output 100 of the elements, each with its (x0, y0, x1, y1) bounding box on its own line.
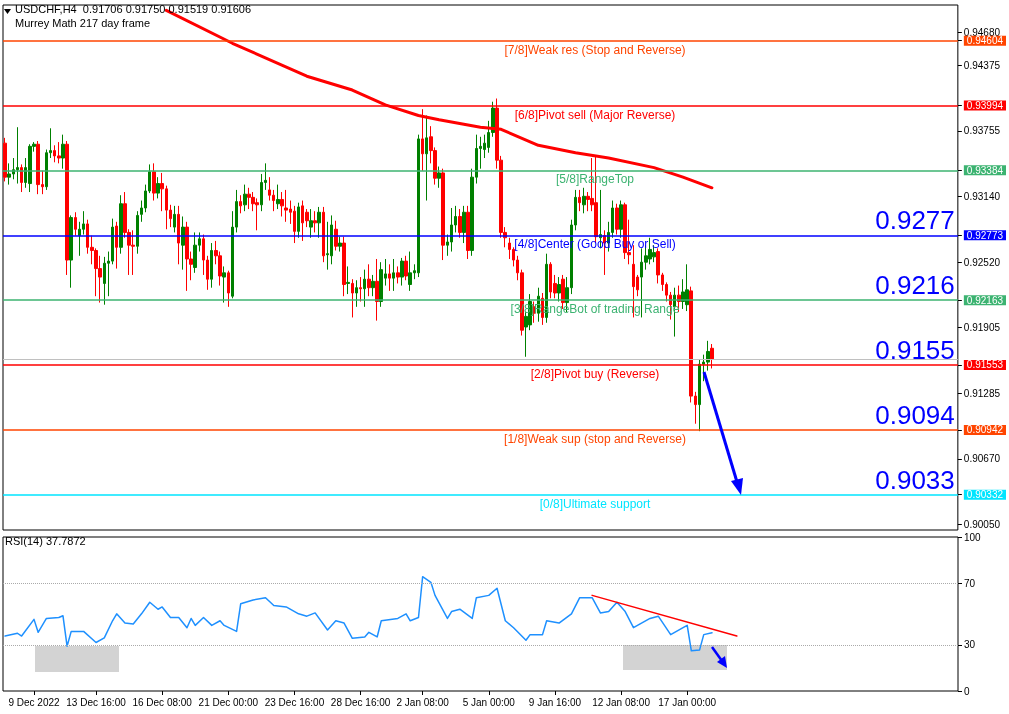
y-tick-label: 0.93384 (966, 164, 1004, 176)
candlestick (3, 137, 7, 182)
candlestick (243, 184, 247, 212)
y-tick-label: 0.93755 (963, 125, 1001, 137)
candlestick (375, 258, 379, 322)
annotation: 0.9094 (875, 399, 955, 430)
candlestick (222, 265, 226, 304)
ref-line-label: [0/8]Ultimate support (539, 496, 652, 511)
x-tick-label: 21 Dec 00:00 (198, 696, 259, 708)
annotation: 0.9155 (875, 334, 955, 365)
candlestick (619, 200, 623, 239)
candlestick (309, 208, 313, 239)
y-tick-label: 0.94604 (966, 35, 1004, 47)
y-tick-label: 0.92773 (966, 229, 1004, 241)
candlestick (239, 194, 242, 214)
candlestick (615, 203, 619, 236)
y-tick-label: 0 (964, 685, 970, 697)
x-tick-label: 16 Dec 08:00 (132, 696, 193, 708)
x-tick-label: 2 Jan 08:00 (396, 696, 450, 708)
candlestick (28, 143, 32, 193)
candlestick (466, 205, 470, 260)
candlestick (193, 231, 197, 274)
candlestick (156, 176, 160, 199)
candlestick (351, 278, 354, 318)
x-tick-label: 13 Dec 16:00 (66, 696, 127, 708)
y-tick-label: 0.90942 (966, 424, 1004, 436)
candlestick (379, 261, 383, 308)
candlestick (317, 206, 321, 239)
candlestick (685, 263, 689, 312)
candlestick (131, 229, 135, 276)
candlestick (437, 166, 441, 189)
candlestick (247, 187, 251, 210)
annotation: 0.9033 (875, 464, 955, 495)
y-tick-label: 0.92520 (963, 256, 1001, 268)
candlestick (65, 140, 69, 276)
x-tick-label: 28 Dec 16:00 (330, 696, 391, 708)
candlestick (57, 141, 61, 164)
y-tick-label: 30 (964, 639, 976, 651)
candlestick (342, 236, 346, 297)
candlestick (227, 270, 230, 308)
candlestick (392, 258, 395, 292)
candlestick (408, 251, 412, 292)
candlestick (557, 276, 561, 303)
candlestick (421, 108, 424, 172)
text: Murrey Math 217 day frame (15, 16, 151, 29)
candlestick (462, 205, 466, 244)
candlestick (313, 210, 317, 233)
chart-title: RSI(14) 37.7872 (5, 534, 86, 547)
candlestick (367, 263, 371, 297)
annotation: 0.9216 (875, 270, 955, 301)
ref-line-label: [1/8]Weak sup (stop and Reverse) (504, 431, 686, 446)
candlestick (404, 255, 408, 281)
candlestick (173, 205, 176, 233)
ref-line-label: [2/8]Pivot buy (Reverse) (530, 366, 660, 381)
candlestick (20, 163, 23, 193)
candlestick (359, 276, 362, 303)
candlestick (115, 221, 118, 270)
candlestick (181, 215, 185, 271)
candlestick (441, 168, 445, 261)
y-tick-label: 0.90332 (966, 489, 1004, 501)
candlestick (61, 134, 65, 170)
y-tick-label: 0.93994 (966, 100, 1004, 112)
candlestick (578, 189, 581, 212)
x-tick-label: 17 Jan 00:00 (658, 696, 717, 708)
ref-line-label: [7/8]Weak res (Stop and Reverse) (504, 42, 686, 57)
y-tick-label: 0.90050 (963, 519, 1001, 531)
y-tick-label: 100 (964, 531, 982, 543)
candlestick (346, 265, 350, 295)
candlestick (74, 211, 77, 237)
candlestick (582, 187, 586, 214)
candlestick (450, 207, 453, 253)
candlestick (355, 279, 358, 308)
candlestick (119, 194, 123, 255)
candlestick (322, 206, 325, 263)
candlestick (7, 162, 11, 186)
y-tick-label: 70 (964, 577, 976, 589)
line-series (4, 575, 713, 652)
candlestick (297, 202, 300, 239)
candlestick (210, 242, 213, 289)
x-tick-label: 9 Jan 16:00 (528, 696, 582, 708)
candlestick (293, 205, 296, 244)
y-tick-label: 0.90670 (963, 453, 1001, 465)
candlestick (284, 189, 288, 223)
x-tick-label: 23 Dec 16:00 (264, 696, 325, 708)
y-tick-label: 0.91553 (966, 359, 1004, 371)
x-tick-label: 5 Jan 00:00 (462, 696, 516, 708)
candlestick (185, 221, 189, 292)
candlestick (400, 257, 404, 287)
candlestick (388, 263, 391, 292)
y-tick-label: 0.91285 (963, 387, 1001, 399)
y-tick-label: 0.93140 (963, 190, 1001, 202)
candlestick (396, 265, 400, 284)
candlestick (136, 210, 139, 255)
candlestick (276, 184, 280, 210)
candlestick (36, 140, 40, 195)
candlestick (458, 208, 462, 239)
candlestick (177, 205, 180, 265)
y-tick-label: 0.94375 (963, 59, 1001, 71)
candlestick (417, 134, 420, 278)
candlestick (103, 256, 106, 306)
